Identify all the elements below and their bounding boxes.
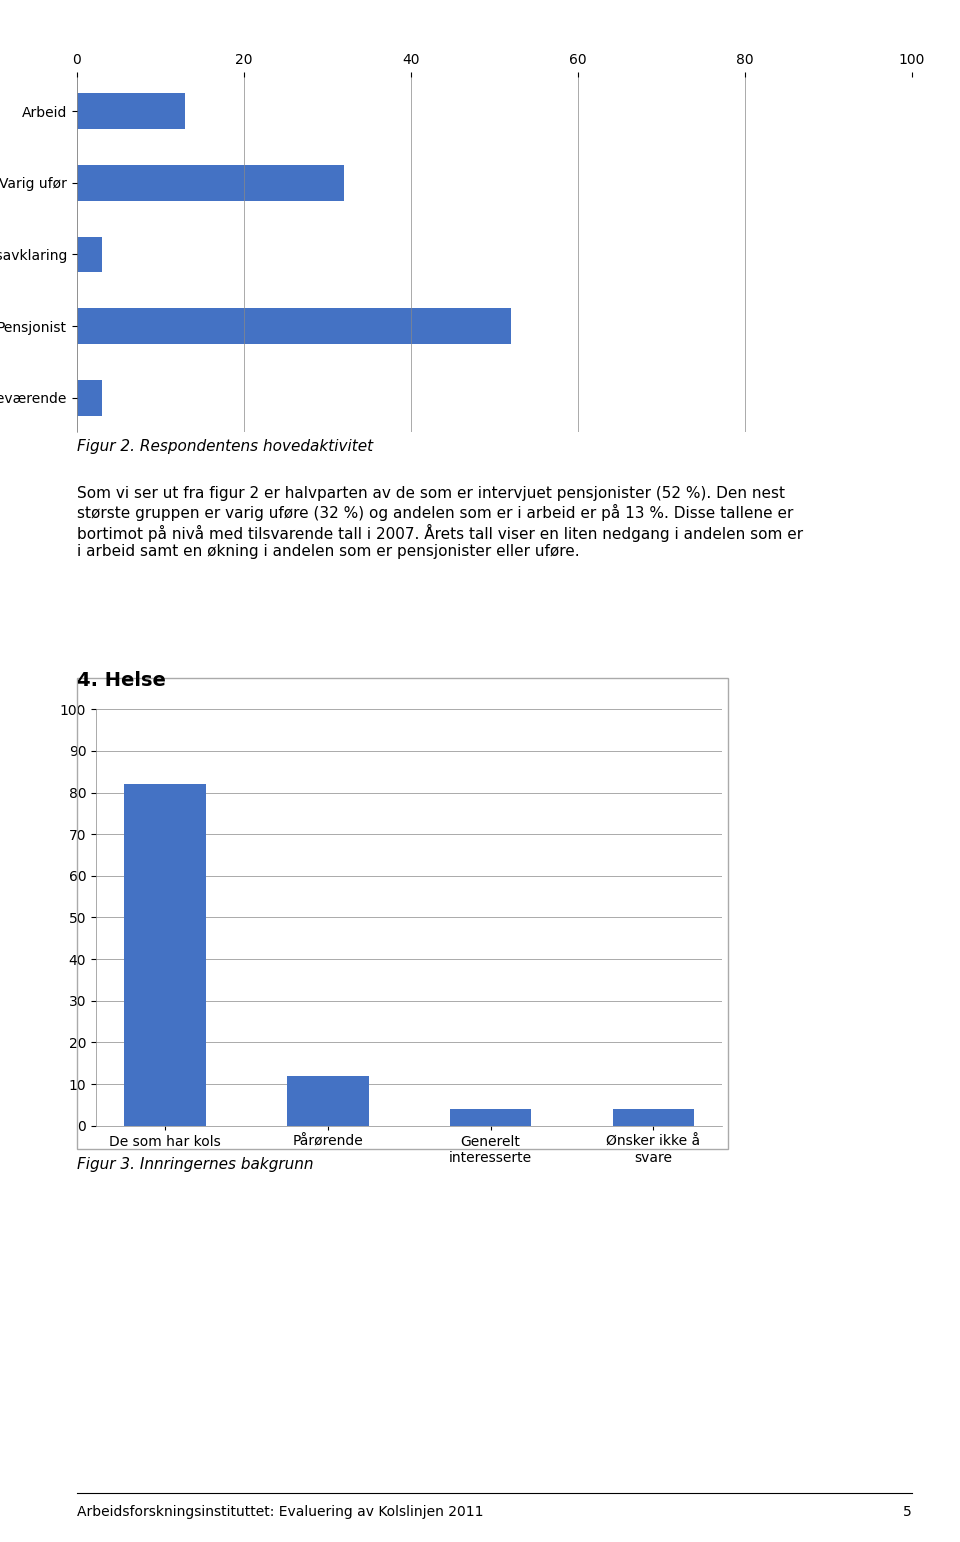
Text: Figur 3. Innringernes bakgrunn: Figur 3. Innringernes bakgrunn	[77, 1156, 313, 1172]
Bar	[287, 1076, 369, 1126]
Text: Som vi ser ut fra figur 2 er halvparten av de som er intervjuet pensjonister (52: Som vi ser ut fra figur 2 er halvparten …	[77, 486, 803, 558]
Bar	[450, 1109, 531, 1126]
Bar	[77, 308, 511, 344]
Text: Arbeidsforskningsinstituttet: Evaluering av Kolslinjen 2011: Arbeidsforskningsinstituttet: Evaluering…	[77, 1505, 483, 1519]
Bar	[612, 1109, 694, 1126]
Text: Figur 2. Respondentens hovedaktivitet: Figur 2. Respondentens hovedaktivitet	[77, 439, 372, 455]
Bar	[77, 379, 102, 416]
Bar	[77, 93, 185, 130]
Bar	[77, 165, 344, 200]
Bar	[77, 236, 102, 273]
Bar	[125, 785, 205, 1126]
Text: 5: 5	[903, 1505, 912, 1519]
Text: 4. Helse: 4. Helse	[77, 671, 166, 689]
